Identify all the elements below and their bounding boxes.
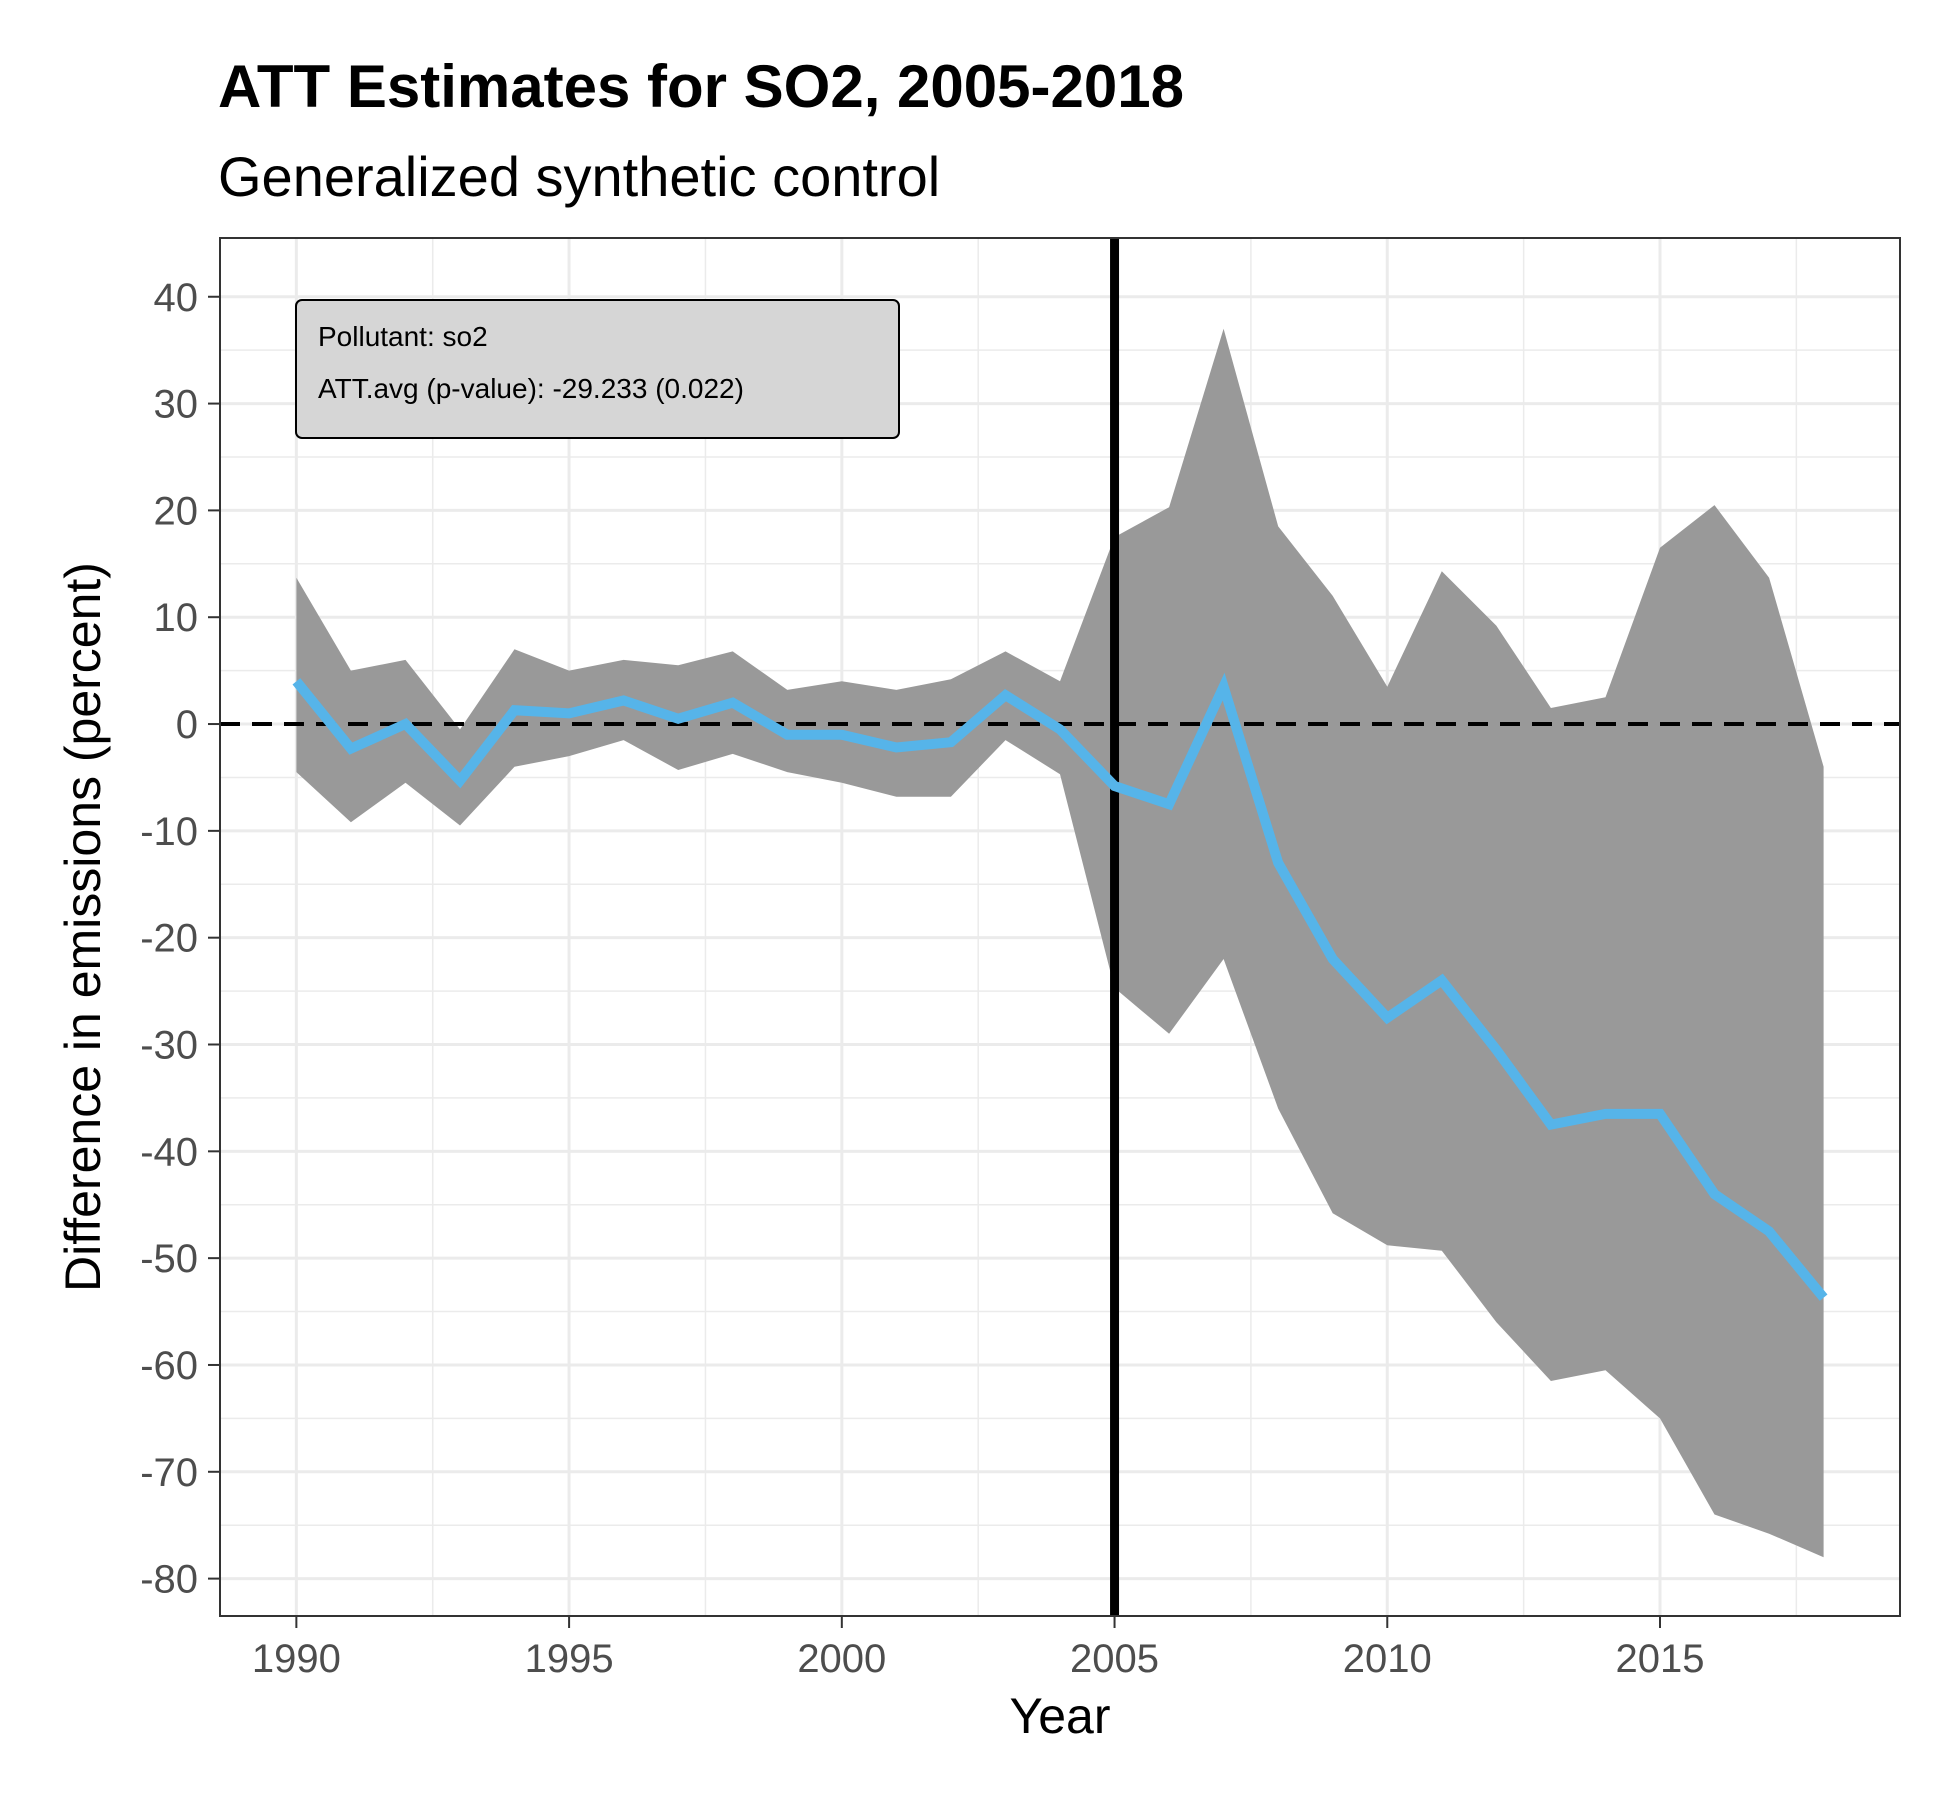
y-tick-label: -60 — [140, 1344, 198, 1388]
y-tick-label: -70 — [140, 1451, 198, 1495]
chart-title: ATT Estimates for SO2, 2005-2018 — [218, 53, 1184, 120]
x-axis: 1990 1995 2000 2005 2010 2015 — [252, 1616, 1705, 1681]
x-tick-label: 2015 — [1616, 1637, 1705, 1681]
x-tick-label: 1990 — [252, 1637, 341, 1681]
annotation-background — [295, 299, 900, 439]
y-axis: 40 30 20 10 0 -10 -20 -30 -40 -50 -60 -70 -80 — [140, 276, 220, 1602]
y-tick-label: 0 — [176, 703, 198, 747]
y-tick-label: -80 — [140, 1558, 198, 1602]
y-axis-label: Difference in emissions (percent) — [55, 562, 111, 1292]
att-estimate-line — [292, 672, 1828, 1301]
y-tick-label: 20 — [154, 489, 199, 533]
annotation-att-avg: ATT.avg (p-value): -29.233 (0.022) — [318, 373, 744, 404]
x-axis-label: Year — [1009, 1688, 1110, 1744]
y-tick-label: 10 — [154, 596, 199, 640]
x-tick-label: 2005 — [1070, 1637, 1159, 1681]
plot-panel-border — [219, 237, 1901, 1617]
x-tick-label: 2010 — [1343, 1637, 1432, 1681]
y-tick-label: -30 — [140, 1024, 198, 1068]
y-tick-label: -10 — [140, 810, 198, 854]
y-tick-label: 30 — [154, 383, 199, 427]
annotation-box: Pollutant: so2 ATT.avg (p-value): -29.23… — [295, 299, 900, 439]
y-tick-label: -40 — [140, 1130, 198, 1174]
confidence-band — [296, 328, 1824, 1558]
annotation-pollutant: Pollutant: so2 — [318, 321, 488, 352]
y-tick-label: -50 — [140, 1237, 198, 1281]
chart-subtitle: Generalized synthetic control — [218, 145, 941, 208]
x-tick-label: 1995 — [525, 1637, 614, 1681]
x-tick-label: 2000 — [797, 1637, 886, 1681]
y-tick-label: -20 — [140, 917, 198, 961]
y-tick-label: 40 — [154, 276, 199, 320]
